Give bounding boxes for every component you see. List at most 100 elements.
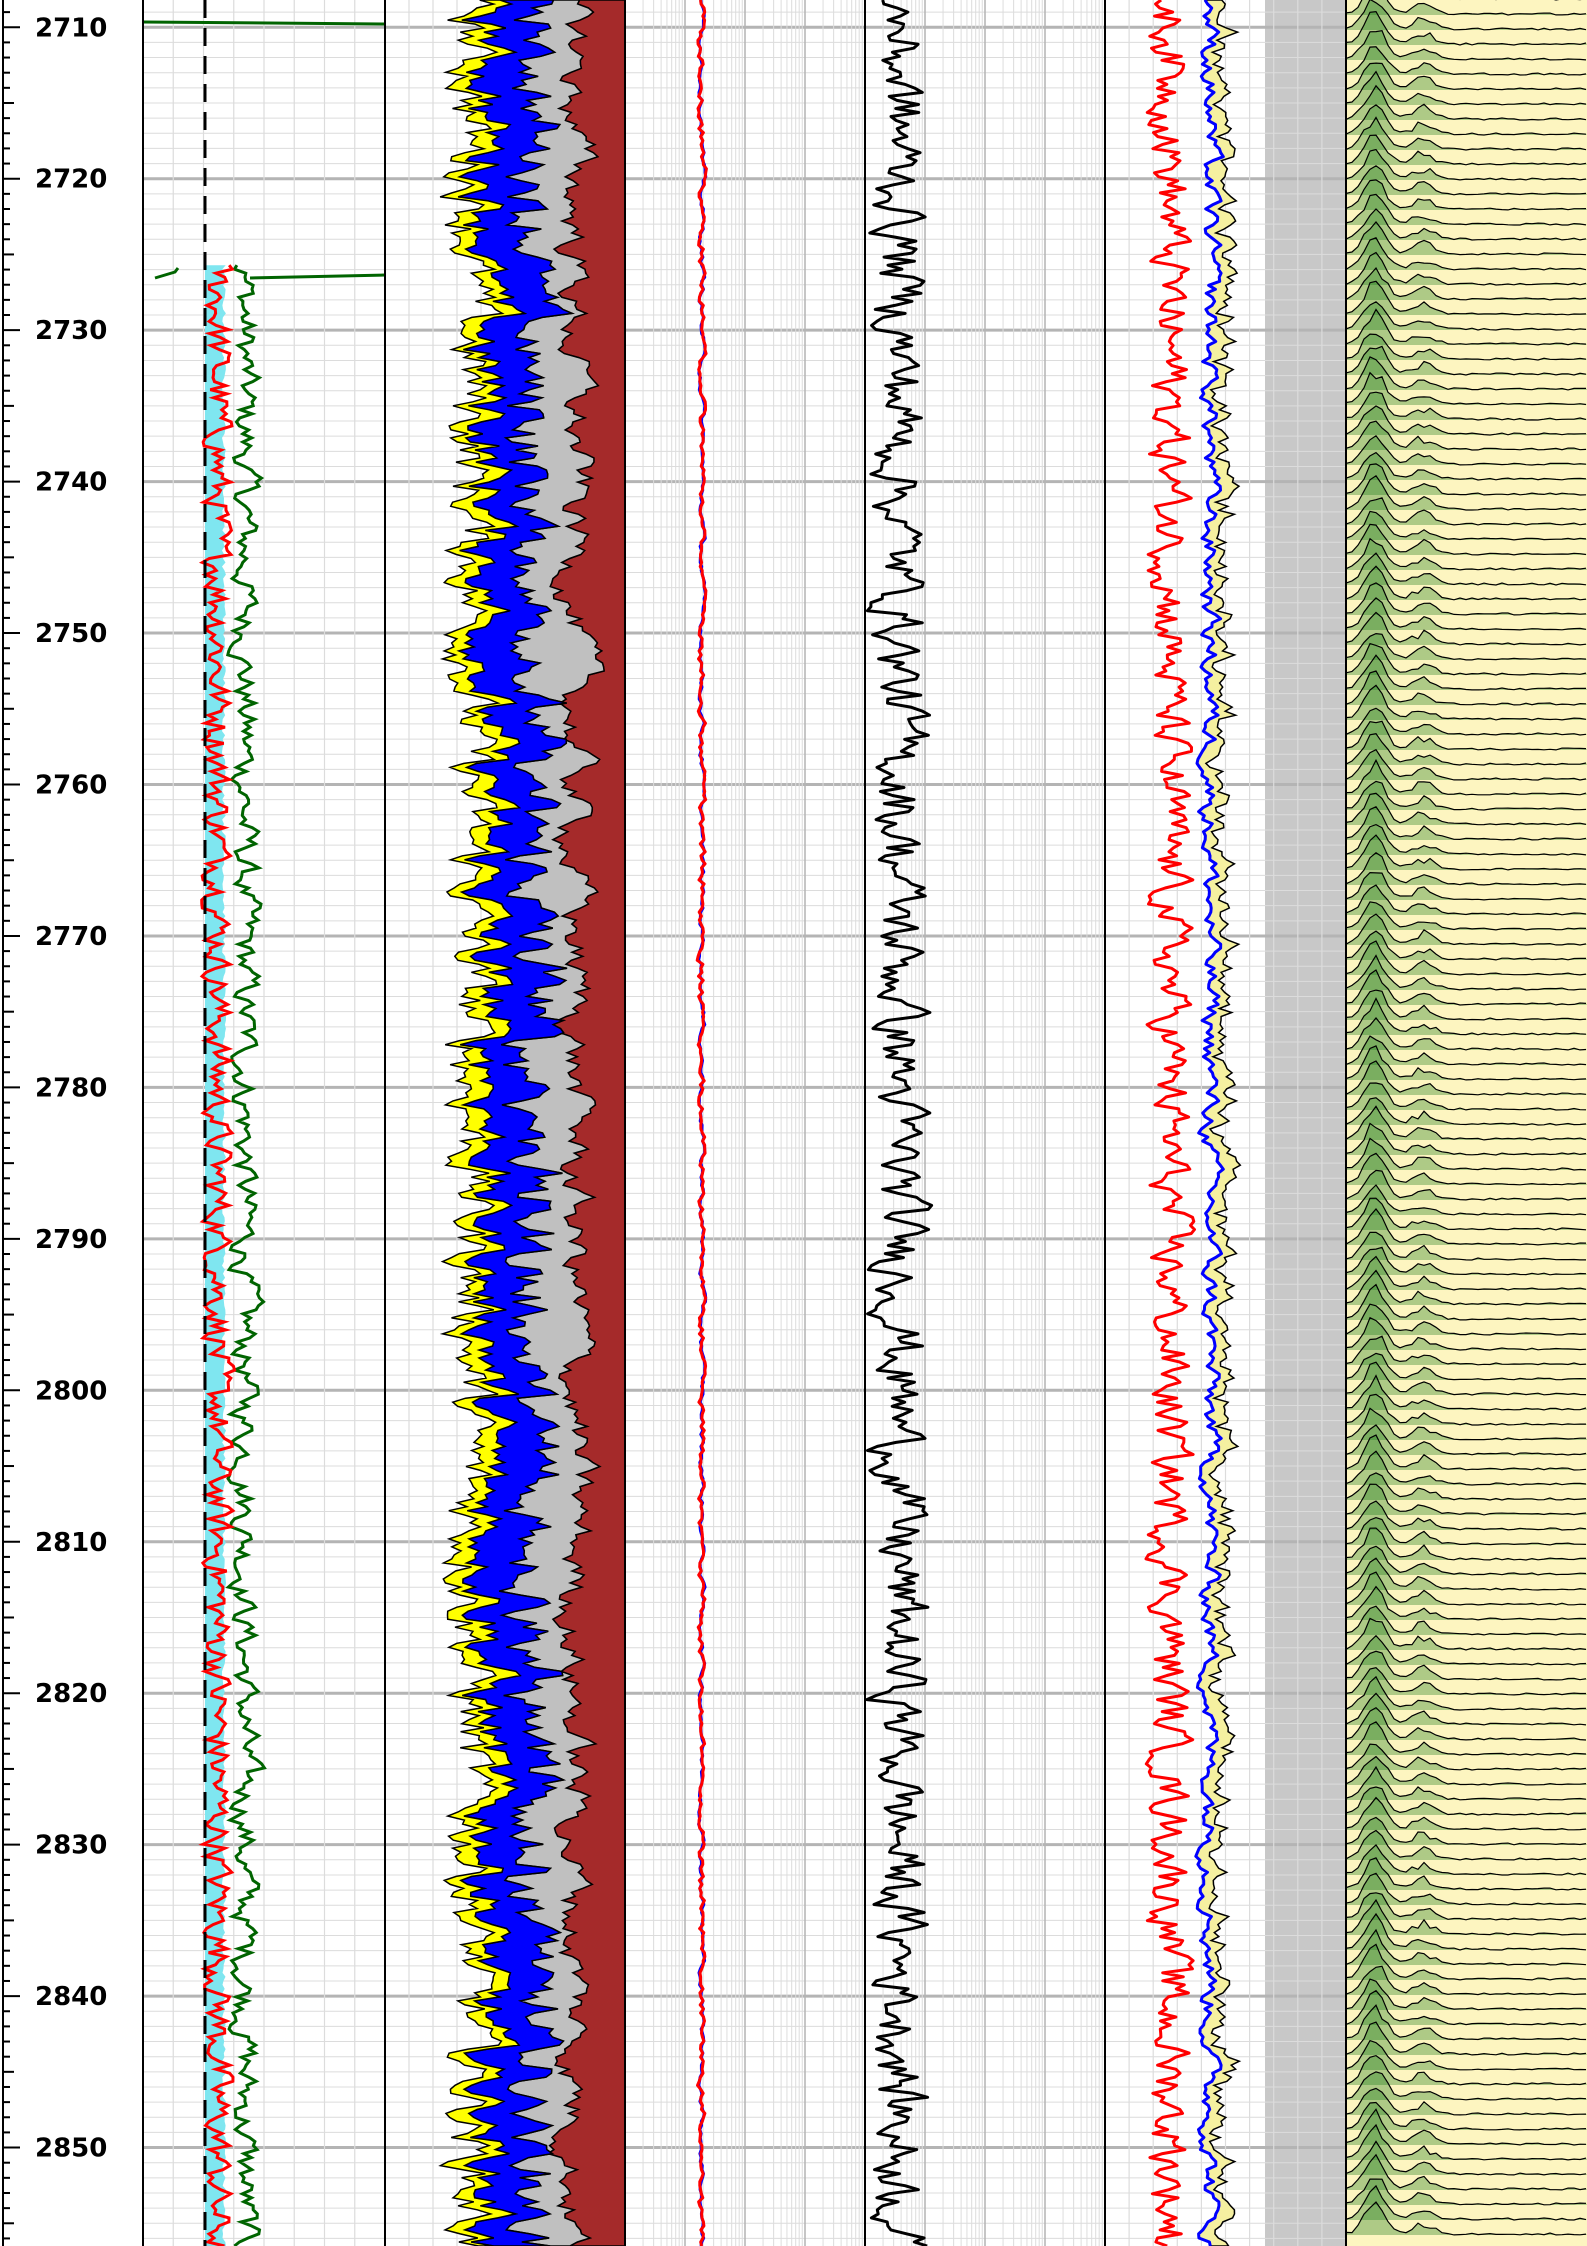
track6-waveform-fill xyxy=(1346,1979,1587,2010)
track6-waveform-line xyxy=(1345,345,1587,376)
track6-waveform-fill xyxy=(1346,643,1587,675)
track5-gray-bg xyxy=(1265,0,1346,2246)
track6-waveform-fill xyxy=(1346,885,1587,915)
track6-waveform-fill xyxy=(1346,209,1587,240)
track6-waveform-fill xyxy=(1346,463,1587,495)
track6-waveform-fill xyxy=(1346,931,1587,960)
track6-waveform-fill xyxy=(1346,1767,1587,1800)
track1-red-curve xyxy=(198,264,237,2246)
track6-waveform-fill xyxy=(1346,1083,1587,1110)
track6-waveform-line xyxy=(1345,1137,1587,1171)
track6-waveform-fill xyxy=(1346,117,1587,150)
track5-red-curve xyxy=(1144,0,1196,2246)
track6-waveform-fill xyxy=(1346,1198,1587,1230)
track6-waveform-fill xyxy=(1346,1501,1587,1530)
track6-waveform-fill xyxy=(1346,2154,1587,2190)
track6-waveform-line xyxy=(1345,1035,1587,1066)
track6-waveform-line xyxy=(1345,1197,1587,1231)
track6-waveform-line xyxy=(1345,758,1587,796)
track6-waveform-line xyxy=(1345,1017,1587,1051)
track6-waveform-fill xyxy=(1346,1830,1587,1860)
track6-waveform-line xyxy=(1345,1269,1587,1306)
track6-waveform-line xyxy=(1345,552,1587,586)
track6-waveform-line xyxy=(1345,1585,1587,1621)
track6-waveform-fill xyxy=(1346,1787,1587,1815)
track6-waveform-line xyxy=(1345,497,1587,526)
track6-waveform-line xyxy=(1345,2101,1587,2131)
track6-waveform-line xyxy=(1345,463,1587,496)
track6-waveform-line xyxy=(1345,1829,1587,1861)
track6-waveform-line xyxy=(1345,684,1587,721)
track6-waveform-line xyxy=(1345,62,1587,91)
track6-waveform-line xyxy=(1345,1755,1587,1786)
track6-waveform-fill xyxy=(1346,2071,1587,2100)
track6-waveform-fill xyxy=(1346,135,1587,165)
track6-waveform-fill xyxy=(1346,1123,1587,1155)
track6-waveform-fill xyxy=(1346,194,1587,225)
track6-waveform-fill xyxy=(1346,1558,1587,1590)
track6-waveform-fill xyxy=(1346,406,1587,435)
track6-waveform-line xyxy=(1345,642,1587,676)
depth-tick-label: 2780 xyxy=(35,1073,107,1103)
track6-waveform-fill xyxy=(1346,685,1587,720)
track6-waveform-line xyxy=(1345,1097,1587,1126)
track6-waveform-line xyxy=(1345,1361,1587,1396)
track6-waveform-line xyxy=(1345,1434,1587,1471)
track6-waveform-line xyxy=(1345,1928,1587,1966)
track6-waveform-fill xyxy=(1346,1900,1587,1935)
track6-waveform-line xyxy=(1345,2021,1587,2056)
track6-waveform-line xyxy=(1345,1352,1587,1381)
depth-tick-label: 2760 xyxy=(35,771,107,801)
track6-waveform-line xyxy=(1345,1943,1587,1981)
track6-waveform-fill xyxy=(1346,1528,1587,1560)
depth-tick-label: 2830 xyxy=(35,1831,107,1861)
track6-waveform-line xyxy=(1345,1675,1587,1711)
track6-waveform-fill xyxy=(1346,566,1587,600)
track6-waveform-fill xyxy=(1346,497,1587,525)
track6-waveform-line xyxy=(1345,670,1587,706)
track6-waveform-line xyxy=(1345,46,1587,76)
depth-tick-label: 2790 xyxy=(35,1225,107,1255)
track6-waveform-line xyxy=(1345,806,1587,841)
track6-waveform-line xyxy=(1345,1892,1587,1921)
track6-waveform-fill xyxy=(1346,1106,1587,1140)
track6-waveform-fill xyxy=(1346,1138,1587,1170)
track6-waveform-fill xyxy=(1346,1270,1587,1305)
track6-waveform-line xyxy=(1345,565,1587,601)
track6-waveform-line xyxy=(1345,1152,1587,1186)
track6-waveform-fill xyxy=(1346,733,1587,765)
track6-waveform-fill xyxy=(1346,1451,1587,1485)
track6-waveform-fill xyxy=(1346,85,1587,120)
depth-tick-label: 2810 xyxy=(35,1528,107,1558)
track6-waveform-line xyxy=(1345,2140,1587,2176)
track6-waveform-line xyxy=(1345,969,1587,1006)
track6-waveform-line xyxy=(1345,1303,1587,1336)
track2-yellow-fill xyxy=(438,0,528,2246)
track6-waveform-line xyxy=(1345,2108,1587,2146)
track6-waveform-line xyxy=(1345,70,1587,106)
depth-tick-label: 2740 xyxy=(35,468,107,498)
track6-waveform-fill xyxy=(1346,1484,1587,1515)
track6-waveform-fill xyxy=(1346,2040,1587,2070)
track6-waveform-line xyxy=(1345,1898,1587,1936)
track6-waveform-fill xyxy=(1346,268,1587,300)
track6-waveform-line xyxy=(1345,1692,1587,1726)
track6-waveform-fill xyxy=(1346,421,1587,450)
track6-waveform-fill xyxy=(1346,1408,1587,1440)
track1-green-curve xyxy=(225,264,267,2246)
track6-waveform-fill xyxy=(1346,1990,1587,2025)
track6-waveform-line xyxy=(1345,852,1587,886)
track6-waveform-fill xyxy=(1346,511,1587,540)
track6-waveform-line xyxy=(1345,997,1587,1036)
track6-waveform-line xyxy=(1345,1765,1587,1801)
track6-waveform-line xyxy=(1345,434,1587,466)
track6-waveform-fill xyxy=(1346,852,1587,885)
track6-waveform-line xyxy=(1345,1450,1587,1486)
track6-waveform-line xyxy=(1345,989,1587,1021)
track6-waveform-fill xyxy=(1346,633,1587,660)
track6-waveform-line xyxy=(1345,1978,1587,2011)
track6-waveform-fill xyxy=(1346,955,1587,990)
track6-waveform-line xyxy=(1345,611,1587,646)
track6-waveform-fill xyxy=(1346,1618,1587,1650)
track6-waveform-line xyxy=(1345,1557,1587,1591)
